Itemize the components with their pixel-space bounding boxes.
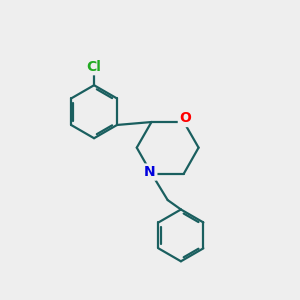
Text: O: O <box>179 112 191 125</box>
Text: Cl: Cl <box>87 60 101 74</box>
Text: N: N <box>144 165 156 179</box>
